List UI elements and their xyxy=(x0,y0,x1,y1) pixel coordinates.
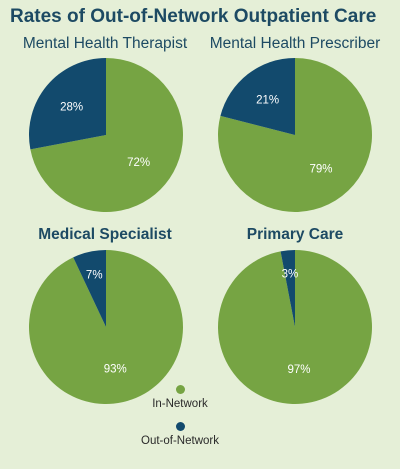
pie-title-medical-specialist: Medical Specialist xyxy=(38,226,172,243)
pie-chart-mental-health-therapist: 72% 28% xyxy=(28,58,184,212)
pie-slice-in-network xyxy=(30,58,184,212)
pie-label-in-network: 79% xyxy=(309,163,332,175)
pie-slice-out-of-network xyxy=(73,250,106,327)
legend-swatch-in-network xyxy=(175,385,185,394)
pie-label-in-network: 97% xyxy=(287,364,310,376)
legend-in-network: In-Network xyxy=(120,385,240,410)
pie-title-mental-health-therapist: Mental Health Therapist xyxy=(22,35,188,52)
legend-out-of-network: Out-of-Network xyxy=(120,422,240,447)
pie-label-out-of-network: 28% xyxy=(60,102,83,114)
pie-chart-mental-health-prescriber: 79% 21% xyxy=(218,58,372,212)
legend-label-out-of-network: Out-of-Network xyxy=(141,435,219,447)
pie-label-out-of-network: 3% xyxy=(282,268,299,280)
pie-slice-out-of-network xyxy=(280,250,295,327)
pie-label-out-of-network: 7% xyxy=(86,269,103,281)
pie-title-primary-care: Primary Care xyxy=(246,226,344,243)
legend-swatch-out-of-network xyxy=(175,422,185,431)
pie-title-mental-health-prescriber: Mental Health Prescriber xyxy=(209,35,381,52)
legend-label-in-network: In-Network xyxy=(152,398,208,410)
pie-label-in-network: 72% xyxy=(127,157,150,169)
pie-slice-out-of-network xyxy=(220,58,295,135)
pie-chart-medical-specialist: 93% 7% xyxy=(28,250,183,404)
chart-title: Rates of Out-of-Network Outpatient Care xyxy=(10,6,377,27)
pie-label-in-network: 93% xyxy=(104,363,127,375)
pie-chart-primary-care: 97% 3% xyxy=(218,250,372,404)
pie-slice-in-network xyxy=(28,250,183,404)
pie-label-out-of-network: 21% xyxy=(256,95,279,107)
pie-slice-out-of-network xyxy=(28,58,106,150)
